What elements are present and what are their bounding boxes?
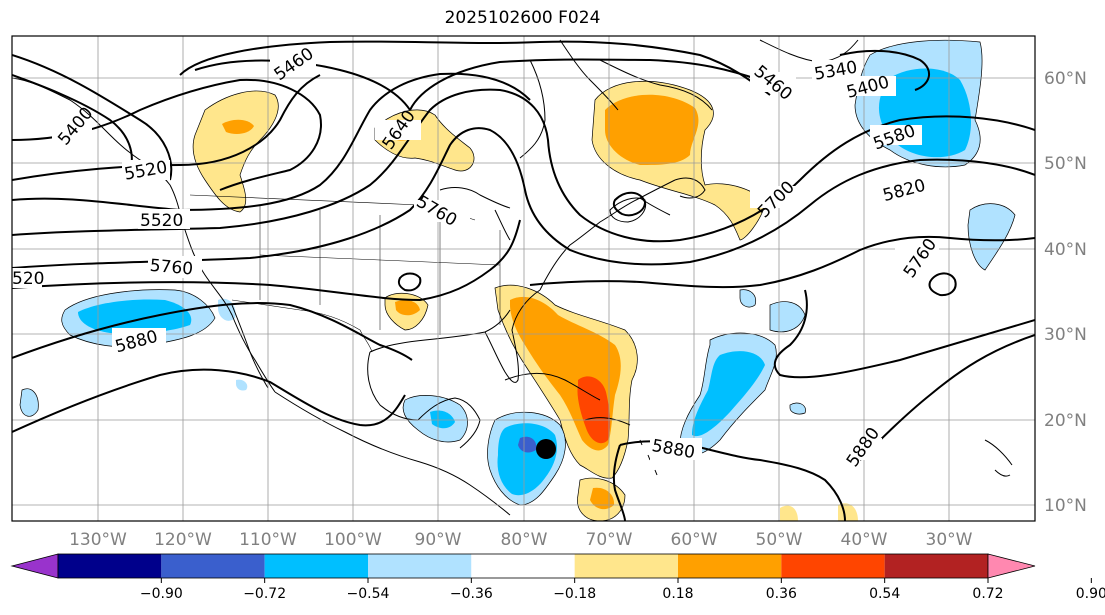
colorbar-tick-label: 0.18 [662,586,693,602]
colorbar-tick-label: 0.90 [1076,586,1105,602]
shaded-fields [19,39,1016,521]
lon-label: 50°W [756,530,803,550]
lat-label: 60°N [1044,69,1087,89]
contour-label: 520 [12,269,44,289]
lon-label: 110°W [239,530,297,550]
lon-label: 100°W [324,530,382,550]
colorbar-tick-label: −0.54 [347,586,390,602]
lat-label: 20°N [1044,411,1087,431]
contour-label: 5520 [140,211,183,231]
colorbar-swatch [58,554,162,578]
storm-marker [536,439,556,459]
gridlines [12,36,1035,521]
lat-label: 30°N [1044,325,1087,345]
colorbar-swatch [264,554,368,578]
lon-label: 90°W [415,530,462,550]
lon-label: 60°W [671,530,718,550]
colorbar-swatch [781,554,885,578]
colorbar-tick-label: 0.54 [869,586,900,602]
colorbar-swatch [884,554,988,578]
lat-label: 40°N [1044,240,1087,260]
colorbar-swatch [471,554,575,578]
colorbar-extend-low [10,553,59,579]
lon-label: 80°W [501,530,548,550]
latitude-labels: 60°N 50°N 40°N 30°N 20°N 10°N [1044,69,1087,516]
colorbar-tick-label: 0.72 [972,586,1003,602]
colorbar-swatch [678,554,782,578]
height-contours [12,40,1035,521]
lon-label: 120°W [154,530,212,550]
lon-label: 40°W [841,530,888,550]
colorbar-swatch [574,554,678,578]
lat-label: 50°N [1044,154,1087,174]
colorbar-swatch [161,554,265,578]
colorbar: −0.90 −0.72 −0.54 −0.36 −0.18 0.18 0.36 0.54 0.7… [10,553,1105,602]
colorbar-tick-label: −0.36 [450,586,493,602]
colorbar-tick-label: −0.18 [553,586,596,602]
lon-label: 130°W [69,530,127,550]
lon-label: 30°W [926,530,973,550]
map-title: 2025102600 F024 [444,8,601,28]
longitude-labels: 130°W 120°W 110°W 100°W 90°W 80°W 70°W 6… [69,530,973,550]
contour-label: 5760 [149,256,194,280]
lon-label: 70°W [586,530,633,550]
colorbar-extend-high [987,553,1036,579]
colorbar-tick-label: −0.72 [243,586,286,602]
lat-label: 10°N [1044,496,1087,516]
map-frame [11,35,1036,522]
colorbar-tick-label: 0.36 [766,586,797,602]
colorbar-tick-label: −0.90 [140,586,183,602]
colorbar-swatch [368,554,472,578]
